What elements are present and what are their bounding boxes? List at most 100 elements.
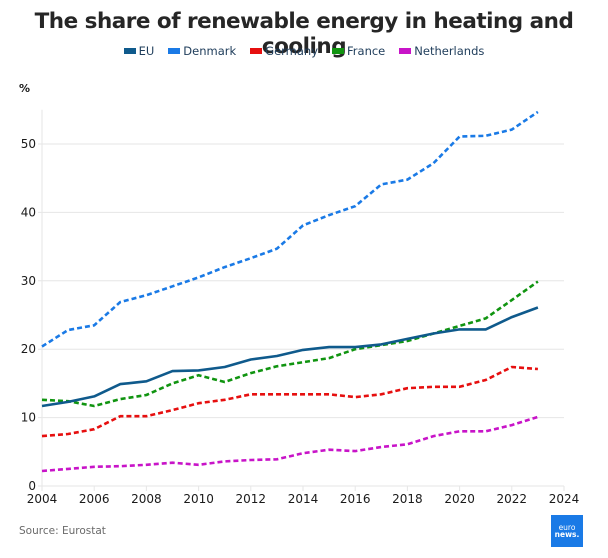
data-point-germany[interactable] <box>353 395 357 399</box>
data-point-eu[interactable] <box>484 327 488 331</box>
data-point-germany[interactable] <box>458 385 462 389</box>
data-point-eu[interactable] <box>405 337 409 341</box>
data-point-denmark[interactable] <box>144 293 148 297</box>
data-point-germany[interactable] <box>379 392 383 396</box>
data-point-netherlands[interactable] <box>197 463 201 467</box>
data-point-eu[interactable] <box>118 382 122 386</box>
data-point-germany[interactable] <box>301 392 305 396</box>
data-point-germany[interactable] <box>275 392 279 396</box>
data-point-eu[interactable] <box>275 354 279 358</box>
data-point-denmark[interactable] <box>171 284 175 288</box>
data-point-germany[interactable] <box>484 378 488 382</box>
data-point-netherlands[interactable] <box>223 459 227 463</box>
data-point-eu[interactable] <box>171 369 175 373</box>
data-point-netherlands[interactable] <box>40 469 44 473</box>
data-point-netherlands[interactable] <box>353 449 357 453</box>
data-point-denmark[interactable] <box>510 128 514 132</box>
data-point-denmark[interactable] <box>458 135 462 139</box>
data-point-eu[interactable] <box>40 404 44 408</box>
data-point-germany[interactable] <box>432 385 436 389</box>
data-point-eu[interactable] <box>458 327 462 331</box>
data-point-denmark[interactable] <box>301 223 305 227</box>
data-point-france[interactable] <box>223 380 227 384</box>
data-point-netherlands[interactable] <box>510 423 514 427</box>
data-point-france[interactable] <box>484 316 488 320</box>
data-point-eu[interactable] <box>327 345 331 349</box>
data-point-eu[interactable] <box>249 358 253 362</box>
series-line-denmark[interactable] <box>41 110 539 348</box>
data-point-germany[interactable] <box>223 398 227 402</box>
data-point-netherlands[interactable] <box>144 463 148 467</box>
data-point-germany[interactable] <box>118 414 122 418</box>
data-point-eu[interactable] <box>197 368 201 372</box>
data-point-france[interactable] <box>301 360 305 364</box>
data-point-denmark[interactable] <box>379 182 383 186</box>
data-point-germany[interactable] <box>66 432 70 436</box>
data-point-denmark[interactable] <box>66 328 70 332</box>
data-point-denmark[interactable] <box>118 300 122 304</box>
data-point-eu[interactable] <box>536 306 540 310</box>
data-point-netherlands[interactable] <box>171 461 175 465</box>
data-point-germany[interactable] <box>171 408 175 412</box>
data-point-germany[interactable] <box>510 365 514 369</box>
data-point-germany[interactable] <box>144 414 148 418</box>
series-line-germany[interactable] <box>41 365 538 438</box>
data-point-germany[interactable] <box>92 427 96 431</box>
data-point-france[interactable] <box>40 398 44 402</box>
data-point-eu[interactable] <box>92 394 96 398</box>
data-point-netherlands[interactable] <box>92 465 96 469</box>
data-point-france[interactable] <box>327 356 331 360</box>
legend-item-netherlands[interactable]: Netherlands <box>399 44 484 58</box>
data-point-netherlands[interactable] <box>275 457 279 461</box>
data-point-netherlands[interactable] <box>458 429 462 433</box>
data-point-eu[interactable] <box>379 342 383 346</box>
data-point-germany[interactable] <box>327 392 331 396</box>
data-point-eu[interactable] <box>353 345 357 349</box>
data-point-denmark[interactable] <box>484 134 488 138</box>
data-point-denmark[interactable] <box>405 178 409 182</box>
data-point-netherlands[interactable] <box>249 458 253 462</box>
data-point-netherlands[interactable] <box>327 448 331 452</box>
data-point-netherlands[interactable] <box>536 415 540 419</box>
legend-item-germany[interactable]: Germany <box>250 44 318 58</box>
data-point-eu[interactable] <box>223 365 227 369</box>
data-point-france[interactable] <box>536 280 540 284</box>
data-point-france[interactable] <box>510 298 514 302</box>
data-point-eu[interactable] <box>66 400 70 404</box>
series-line-eu[interactable] <box>41 306 539 408</box>
data-point-germany[interactable] <box>40 434 44 438</box>
data-point-france[interactable] <box>249 371 253 375</box>
data-point-france[interactable] <box>118 397 122 401</box>
legend-item-france[interactable]: France <box>332 44 385 58</box>
data-point-france[interactable] <box>458 324 462 328</box>
data-point-denmark[interactable] <box>327 213 331 217</box>
data-point-france[interactable] <box>275 364 279 368</box>
data-point-eu[interactable] <box>510 315 514 319</box>
series-line-france[interactable] <box>41 280 539 408</box>
data-point-netherlands[interactable] <box>379 445 383 449</box>
data-point-netherlands[interactable] <box>301 451 305 455</box>
data-point-denmark[interactable] <box>536 110 540 114</box>
data-point-france[interactable] <box>92 404 96 408</box>
data-point-netherlands[interactable] <box>432 434 436 438</box>
data-point-germany[interactable] <box>249 392 253 396</box>
data-point-denmark[interactable] <box>223 265 227 269</box>
data-point-denmark[interactable] <box>40 345 44 349</box>
data-point-germany[interactable] <box>405 386 409 390</box>
data-point-denmark[interactable] <box>92 323 96 327</box>
data-point-denmark[interactable] <box>197 275 201 279</box>
legend-item-denmark[interactable]: Denmark <box>168 44 236 58</box>
data-point-netherlands[interactable] <box>405 442 409 446</box>
data-point-denmark[interactable] <box>249 256 253 260</box>
data-point-netherlands[interactable] <box>66 467 70 471</box>
data-point-eu[interactable] <box>432 332 436 336</box>
data-point-france[interactable] <box>144 393 148 397</box>
data-point-germany[interactable] <box>197 401 201 405</box>
data-point-netherlands[interactable] <box>484 429 488 433</box>
data-point-denmark[interactable] <box>353 204 357 208</box>
data-point-france[interactable] <box>171 381 175 385</box>
data-point-eu[interactable] <box>144 379 148 383</box>
legend-item-eu[interactable]: EU <box>123 44 154 58</box>
series-line-netherlands[interactable] <box>41 415 539 473</box>
data-point-denmark[interactable] <box>432 161 436 165</box>
